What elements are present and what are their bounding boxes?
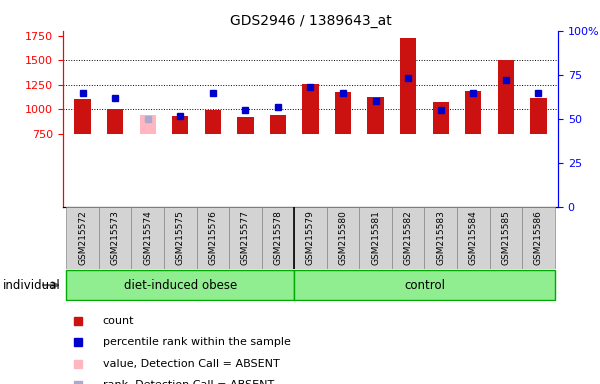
Bar [302,84,319,134]
Bar [457,207,490,269]
Text: GSM215580: GSM215580 [338,210,347,265]
Text: GSM215585: GSM215585 [502,210,511,265]
Bar [433,102,449,134]
Text: GSM215586: GSM215586 [534,210,543,265]
Text: GSM215583: GSM215583 [436,210,445,265]
Bar [359,207,392,269]
Bar [107,109,123,134]
Title: GDS2946 / 1389643_at: GDS2946 / 1389643_at [230,14,391,28]
Bar [229,207,262,269]
Bar [66,270,294,300]
Bar [335,92,351,134]
Bar [465,91,481,134]
Text: GSM215579: GSM215579 [306,210,315,265]
Bar [522,207,555,269]
Bar [197,207,229,269]
Bar [294,270,555,300]
Text: GSM215581: GSM215581 [371,210,380,265]
Bar [66,207,99,269]
Bar [424,207,457,269]
Bar [530,98,547,134]
Bar [490,207,522,269]
Bar [367,98,384,134]
Text: value, Detection Call = ABSENT: value, Detection Call = ABSENT [103,359,280,369]
Text: GSM215582: GSM215582 [404,210,413,265]
Text: individual: individual [3,279,61,291]
Text: GSM215575: GSM215575 [176,210,185,265]
Bar [205,110,221,134]
Bar [164,207,197,269]
Bar [294,207,327,269]
Text: GSM215572: GSM215572 [78,210,87,265]
Bar [270,115,286,134]
Bar [74,99,91,134]
Bar [400,38,416,134]
Text: GSM215574: GSM215574 [143,210,152,265]
Text: GSM215576: GSM215576 [208,210,217,265]
Text: percentile rank within the sample: percentile rank within the sample [103,337,290,347]
Bar [140,115,156,134]
Text: count: count [103,316,134,326]
Text: GSM215584: GSM215584 [469,210,478,265]
Bar [237,117,254,134]
Text: diet-induced obese: diet-induced obese [124,279,237,291]
Bar [262,207,294,269]
Text: rank, Detection Call = ABSENT: rank, Detection Call = ABSENT [103,380,274,384]
Bar [99,207,131,269]
Text: GSM215577: GSM215577 [241,210,250,265]
Bar [172,116,188,134]
Bar [131,207,164,269]
Bar [498,60,514,134]
Text: GSM215578: GSM215578 [274,210,283,265]
Bar [327,207,359,269]
Text: GSM215573: GSM215573 [110,210,119,265]
Text: control: control [404,279,445,291]
Bar [392,207,424,269]
